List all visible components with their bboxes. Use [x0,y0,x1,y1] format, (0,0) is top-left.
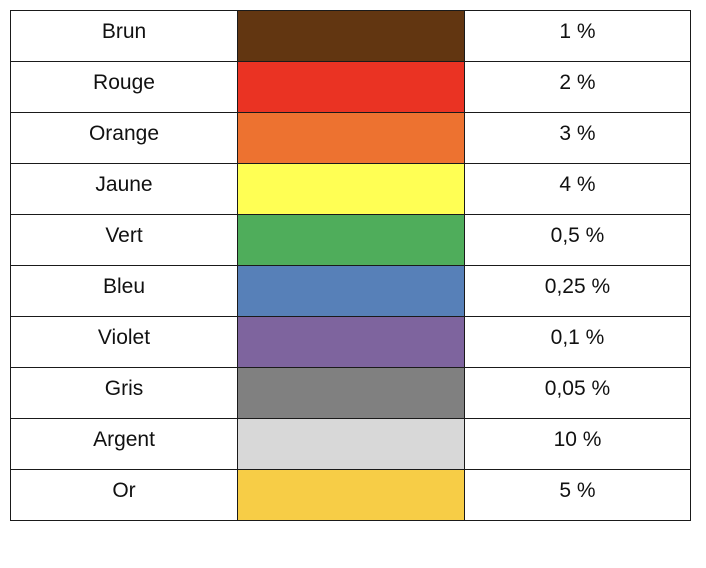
table-row: Bleu 0,25 % [10,265,691,317]
table-row: Or 5 % [10,469,691,521]
color-swatch-cell [237,163,465,215]
color-name-cell: Bleu [10,265,238,317]
color-name-cell: Argent [10,418,238,470]
color-swatch-cell [237,214,465,266]
color-swatch [238,11,464,61]
color-swatch [238,419,464,469]
color-table-body: Brun 1 % Rouge 2 % Orange 3 % Jaune 4 % Vert 0,5 … [10,10,691,521]
color-swatch [238,368,464,418]
color-name-cell: Vert [10,214,238,266]
tolerance-cell: 1 % [464,10,691,62]
color-swatch [238,215,464,265]
color-swatch-cell [237,316,465,368]
table-row: Orange 3 % [10,112,691,164]
color-name-cell: Rouge [10,61,238,113]
color-name-cell: Or [10,469,238,521]
tolerance-cell: 4 % [464,163,691,215]
color-swatch [238,266,464,316]
color-name-cell: Violet [10,316,238,368]
color-swatch-cell [237,61,465,113]
tolerance-cell: 10 % [464,418,691,470]
table-row: Jaune 4 % [10,163,691,215]
color-swatch-cell [237,367,465,419]
tolerance-cell: 0,5 % [464,214,691,266]
color-name-cell: Orange [10,112,238,164]
tolerance-cell: 5 % [464,469,691,521]
table-row: Vert 0,5 % [10,214,691,266]
table-row: Argent 10 % [10,418,691,470]
color-swatch-cell [237,265,465,317]
color-swatch-cell [237,10,465,62]
tolerance-cell: 0,05 % [464,367,691,419]
color-swatch [238,470,464,520]
tolerance-cell: 0,25 % [464,265,691,317]
color-swatch [238,62,464,112]
color-swatch-cell [237,418,465,470]
color-name-cell: Jaune [10,163,238,215]
color-swatch [238,164,464,214]
table-row: Gris 0,05 % [10,367,691,419]
color-swatch-cell [237,112,465,164]
tolerance-cell: 3 % [464,112,691,164]
color-swatch-cell [237,469,465,521]
table-row: Violet 0,1 % [10,316,691,368]
tolerance-cell: 0,1 % [464,316,691,368]
color-swatch [238,317,464,367]
color-name-cell: Gris [10,367,238,419]
table-row: Brun 1 % [10,10,691,62]
color-swatch [238,113,464,163]
table-row: Rouge 2 % [10,61,691,113]
color-name-cell: Brun [10,10,238,62]
color-code-table: Brun 1 % Rouge 2 % Orange 3 % Jaune 4 % Vert 0,5 … [10,10,691,521]
tolerance-cell: 2 % [464,61,691,113]
